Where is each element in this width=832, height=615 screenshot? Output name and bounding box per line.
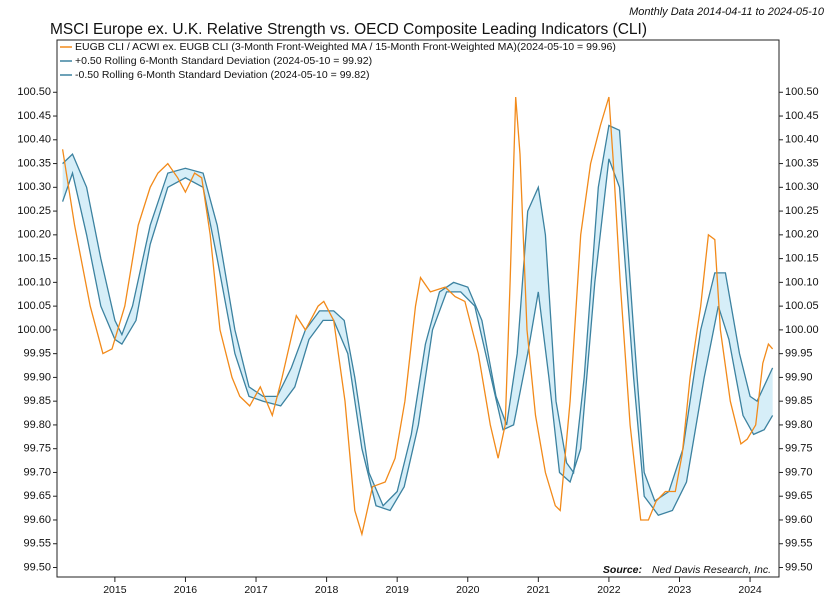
y-tick-label: 100.00	[17, 324, 51, 336]
y-tick-label: 99.95	[23, 348, 51, 360]
y-tick-label: 99.60	[23, 514, 51, 526]
source: Ned Davis Research, Inc.	[652, 564, 771, 576]
x-tick-label: 2024	[738, 584, 762, 596]
y2-tick-label: 100.35	[785, 157, 819, 169]
x-tick-label: 2015	[103, 584, 127, 596]
legend-label: +0.50 Rolling 6-Month Standard Deviation…	[75, 55, 372, 67]
y2-tick-label: 100.40	[785, 134, 819, 146]
y-tick-label: 99.75	[23, 443, 51, 455]
y2-tick-label: 99.80	[785, 419, 813, 431]
y2-tick-label: 100.10	[785, 276, 819, 288]
y-tick-label: 100.25	[17, 205, 51, 217]
source-label: Source:	[603, 564, 642, 576]
chart-title: MSCI Europe ex. U.K. Relative Strength v…	[50, 21, 647, 38]
y2-tick-label: 100.20	[785, 229, 819, 241]
y-tick-label: 99.85	[23, 395, 51, 407]
y2-tick-label: 100.45	[785, 110, 819, 122]
y2-tick-label: 99.65	[785, 490, 813, 502]
legend-label: EUGB CLI / ACWI ex. EUGB CLI (3-Month Fr…	[75, 41, 616, 53]
y2-tick-label: 99.90	[785, 371, 813, 383]
y-tick-label: 100.30	[17, 181, 51, 193]
y2-tick-label: 99.50	[785, 561, 813, 573]
y2-tick-label: 100.30	[785, 181, 819, 193]
y2-tick-label: 100.05	[785, 300, 819, 312]
y-tick-label: 99.80	[23, 419, 51, 431]
y-tick-label: 100.50	[17, 86, 51, 98]
plot-frame	[56, 39, 780, 578]
y2-tick-label: 100.25	[785, 205, 819, 217]
legend-label: -0.50 Rolling 6-Month Standard Deviation…	[75, 69, 369, 81]
y-tick-label: 100.15	[17, 253, 51, 265]
y2-tick-label: 99.75	[785, 443, 813, 455]
x-tick-label: 2021	[527, 584, 551, 596]
series-line	[62, 124, 774, 507]
x-tick-label: 2017	[244, 584, 268, 596]
y-tick-label: 100.05	[17, 300, 51, 312]
y-tick-label: 99.65	[23, 490, 51, 502]
y2-tick-label: 100.50	[785, 86, 819, 98]
series-line	[61, 158, 774, 516]
series-line	[61, 96, 774, 537]
y2-tick-label: 99.85	[785, 395, 813, 407]
y2-tick-label: 99.60	[785, 514, 813, 526]
x-tick-label: 2016	[174, 584, 198, 596]
y2-tick-label: 99.70	[785, 466, 813, 478]
chart-subtitle: Monthly Data 2014-04-11 to 2024-05-10	[629, 6, 825, 18]
y2-tick-label: 99.95	[785, 348, 813, 360]
y2-tick-label: 100.15	[785, 253, 819, 265]
x-tick-label: 2018	[315, 584, 339, 596]
x-tick-label: 2020	[456, 584, 480, 596]
y2-tick-label: 99.55	[785, 538, 813, 550]
band-fill	[62, 125, 773, 516]
y-tick-label: 100.35	[17, 157, 51, 169]
y-tick-label: 100.10	[17, 276, 51, 288]
y-tick-label: 100.20	[17, 229, 51, 241]
y-tick-label: 99.50	[23, 561, 51, 573]
y-tick-label: 100.40	[17, 134, 51, 146]
x-tick-label: 2023	[668, 584, 692, 596]
y-tick-label: 99.55	[23, 538, 51, 550]
x-tick-label: 2019	[386, 584, 410, 596]
y2-tick-label: 100.00	[785, 324, 819, 336]
x-tick-label: 2022	[597, 584, 621, 596]
y-tick-label: 100.45	[17, 110, 51, 122]
y-tick-label: 99.70	[23, 466, 51, 478]
y-tick-label: 99.90	[23, 371, 51, 383]
